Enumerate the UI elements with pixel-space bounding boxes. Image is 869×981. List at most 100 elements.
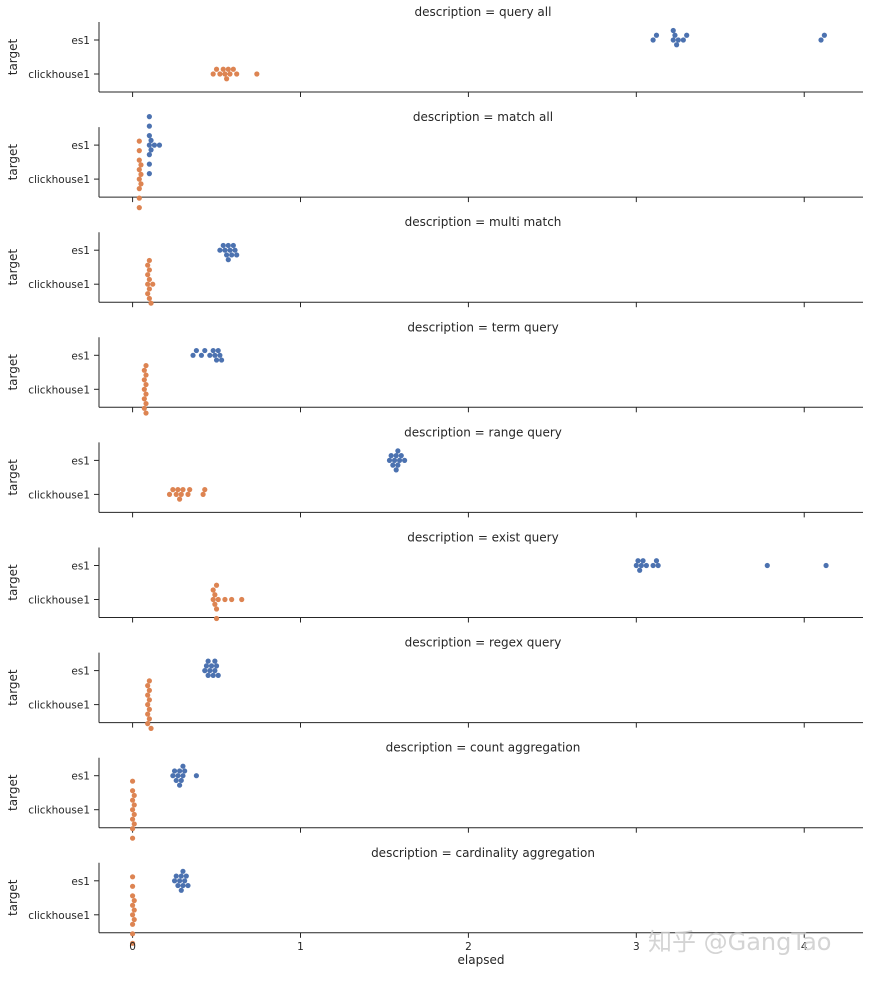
y-tick-label-clickhouse1: clickhouse1 (28, 910, 90, 922)
y-axis-label: target (6, 564, 20, 601)
point-clickhouse1 (136, 157, 142, 163)
point-es1 (640, 558, 646, 564)
x-axis-label: elapsed (458, 953, 505, 967)
point-clickhouse1 (146, 716, 152, 722)
point-es1 (217, 247, 223, 253)
panel-title: description = count aggregation (386, 741, 581, 755)
point-es1 (146, 123, 152, 129)
point-clickhouse1 (131, 916, 137, 923)
point-es1 (180, 773, 186, 779)
point-clickhouse1 (230, 66, 236, 72)
point-clickhouse1 (131, 802, 137, 808)
point-es1 (222, 247, 228, 253)
point-clickhouse1 (212, 601, 218, 607)
point-es1 (672, 32, 678, 38)
point-clickhouse1 (145, 711, 151, 717)
point-clickhouse1 (141, 396, 147, 402)
y-tick-label-clickhouse1: clickhouse1 (28, 489, 90, 501)
point-clickhouse1 (239, 596, 245, 603)
point-clickhouse1 (138, 162, 144, 168)
point-es1 (207, 352, 213, 358)
y-tick-label-clickhouse1: clickhouse1 (28, 805, 90, 817)
point-clickhouse1 (131, 811, 137, 818)
point-es1 (212, 668, 218, 674)
point-clickhouse1 (178, 491, 184, 497)
point-es1 (173, 777, 179, 784)
y-tick-label-clickhouse1: clickhouse1 (28, 69, 90, 81)
y-tick-label-clickhouse1: clickhouse1 (28, 384, 90, 396)
point-clickhouse1 (146, 697, 152, 703)
point-es1 (210, 672, 216, 678)
point-es1 (178, 777, 184, 784)
panel-query-all: description = query all es1 clickhouse1 tar… (6, 5, 863, 97)
point-es1 (175, 773, 181, 779)
point-clickhouse1 (136, 138, 142, 144)
point-clickhouse1 (141, 367, 147, 373)
point-clickhouse1 (150, 281, 156, 287)
panel-title: description = match all (413, 110, 553, 124)
point-clickhouse1 (129, 788, 136, 794)
point-es1 (193, 773, 199, 779)
point-clickhouse1 (136, 186, 142, 192)
point-es1 (655, 562, 661, 569)
point-clickhouse1 (138, 181, 144, 187)
point-clickhouse1 (131, 821, 137, 827)
panel-title: description = term query (407, 320, 558, 334)
point-es1 (393, 467, 399, 473)
point-clickhouse1 (129, 940, 136, 946)
y-tick-label-es1: es1 (71, 245, 90, 257)
x-tick-label: 1 (297, 941, 304, 953)
point-es1 (193, 347, 199, 354)
point-clickhouse1 (177, 496, 183, 502)
point-clickhouse1 (136, 148, 142, 154)
point-clickhouse1 (136, 176, 142, 182)
point-es1 (198, 352, 205, 358)
point-clickhouse1 (129, 816, 136, 822)
panel-cardinality-aggregation: description = cardinality aggregation es1… (6, 846, 863, 967)
point-clickhouse1 (146, 286, 152, 292)
point-clickhouse1 (129, 874, 136, 880)
point-es1 (650, 562, 656, 569)
point-clickhouse1 (141, 377, 147, 383)
point-clickhouse1 (129, 902, 136, 908)
point-es1 (146, 142, 152, 148)
point-clickhouse1 (129, 931, 136, 937)
point-clickhouse1 (166, 491, 173, 497)
y-axis-label: target (6, 249, 20, 286)
point-clickhouse1 (145, 692, 151, 698)
point-es1 (178, 887, 184, 893)
y-tick-label-es1: es1 (71, 35, 90, 47)
point-clickhouse1 (148, 300, 154, 306)
point-clickhouse1 (145, 702, 151, 708)
point-clickhouse1 (148, 725, 154, 731)
point-clickhouse1 (170, 487, 176, 493)
panel-match-all: description = match all es1 clickhouse1 tar… (6, 110, 863, 211)
point-es1 (215, 672, 221, 678)
point-clickhouse1 (129, 921, 136, 927)
y-axis-label: target (6, 38, 20, 75)
y-axis-label: target (6, 774, 20, 811)
point-es1 (207, 668, 213, 674)
y-axis-label: target (6, 144, 20, 181)
point-es1 (637, 567, 643, 573)
y-axis-label: target (6, 459, 20, 496)
point-clickhouse1 (136, 205, 142, 211)
point-es1 (633, 562, 639, 569)
y-tick-label-es1: es1 (71, 561, 90, 573)
point-clickhouse1 (143, 391, 149, 397)
point-es1 (202, 347, 208, 354)
y-tick-label-es1: es1 (71, 140, 90, 152)
panel-count-aggregation: description = count aggregation es1 clickh… (6, 741, 863, 841)
x-tick-label: 4 (801, 941, 808, 953)
point-clickhouse1 (145, 262, 151, 268)
panel-range-query: description = range query es1 clickhouse1 t… (6, 425, 863, 518)
point-es1 (643, 562, 649, 569)
point-es1 (823, 562, 829, 569)
y-tick-label-clickhouse1: clickhouse1 (28, 279, 90, 291)
point-es1 (390, 462, 396, 468)
point-clickhouse1 (146, 687, 152, 693)
y-tick-label-es1: es1 (71, 350, 90, 362)
point-clickhouse1 (129, 912, 136, 918)
point-clickhouse1 (217, 71, 223, 77)
point-clickhouse1 (131, 897, 137, 904)
